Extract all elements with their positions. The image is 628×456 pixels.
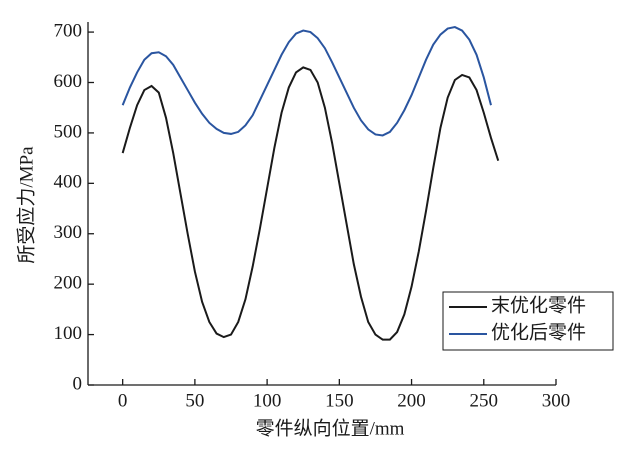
y-tick-label: 600 [54, 71, 83, 92]
y-tick-label: 100 [54, 323, 83, 344]
x-tick-label: 100 [253, 390, 282, 411]
y-axis-label: 所受应力/MPa [15, 146, 37, 264]
x-axis-label: 零件纵向位置/mm [256, 417, 405, 439]
x-tick-label: 0 [118, 390, 128, 411]
y-tick-label: 200 [54, 273, 83, 294]
series-line [121, 25, 492, 137]
legend-label: 末优化零件 [491, 294, 586, 316]
x-tick-label: 250 [470, 390, 499, 411]
y-tick-label: 300 [54, 222, 83, 243]
x-tick-label: 200 [397, 390, 426, 411]
x-tick-label: 150 [325, 390, 354, 411]
y-tick-label: 700 [54, 20, 83, 41]
series-line [121, 66, 500, 341]
y-tick-label: 500 [54, 121, 83, 142]
x-tick-label: 50 [185, 390, 204, 411]
legend-label: 优化后零件 [491, 321, 586, 343]
legend-box [442, 291, 614, 351]
y-tick-label: 0 [73, 373, 83, 394]
x-tick-label: 300 [542, 390, 571, 411]
y-tick-label: 400 [54, 172, 83, 193]
